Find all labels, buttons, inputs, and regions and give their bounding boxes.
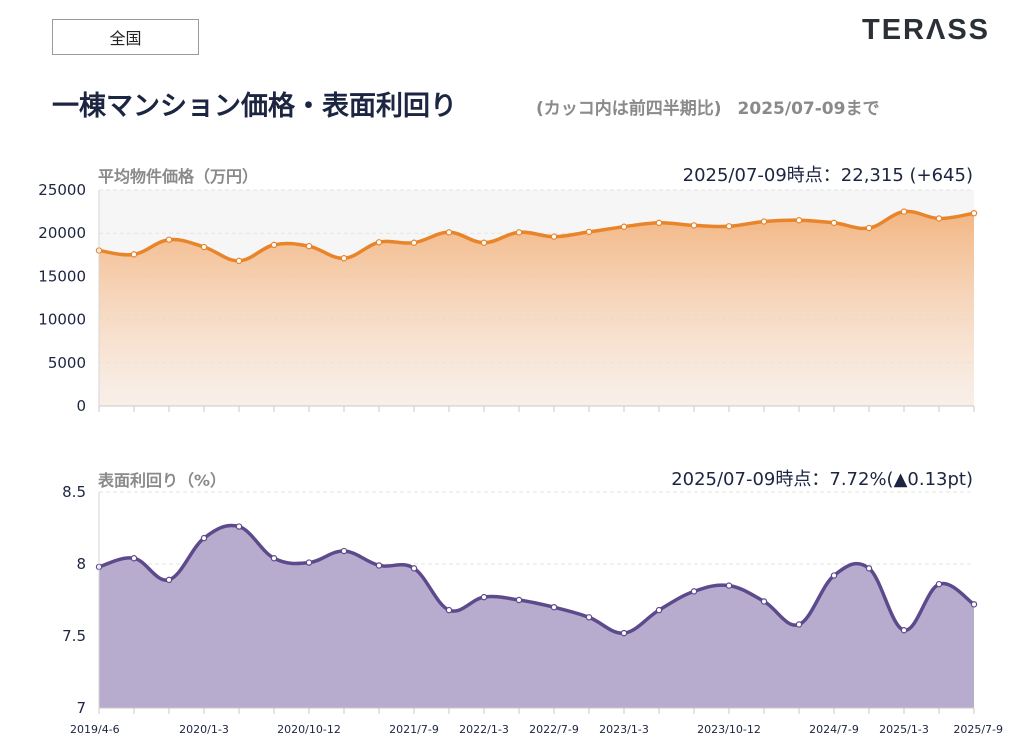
price-data-point — [305, 242, 313, 250]
yield-x-tick-label: 2020/10-12 — [277, 723, 341, 736]
price-data-point — [200, 243, 208, 251]
yield-x-tick-label: 2019/4-6 — [70, 723, 120, 736]
yield-points — [95, 523, 978, 637]
yield-x-tick-label: 2024/7-9 — [809, 723, 859, 736]
price-data-point — [235, 257, 243, 265]
subtitle-note: (カッコ内は前四半期比) — [536, 99, 722, 119]
yield-x-tick-label: 2025/7-9 — [953, 723, 1003, 736]
yield-x-tick-label: 2021/7-9 — [389, 723, 439, 736]
price-y-tick-label: 5000 — [48, 354, 86, 372]
price-data-point — [375, 239, 383, 246]
yield-data-point — [725, 582, 733, 589]
price-data-point — [480, 239, 488, 246]
price-data-point — [690, 222, 698, 229]
price-data-point — [900, 208, 908, 215]
yield-x-tick-label: 2025/1-3 — [879, 723, 929, 736]
yield-data-point — [935, 580, 943, 588]
yield-data-point — [690, 588, 698, 595]
price-y-tick-label: 10000 — [38, 311, 86, 329]
price-data-point — [165, 236, 173, 243]
yield-y-tick-label: 7.5 — [62, 627, 86, 645]
yield-x-tick-label: 2022/7-9 — [529, 723, 579, 736]
price-data-point — [445, 229, 453, 236]
yield-data-point — [480, 593, 488, 601]
yield-data-point — [445, 606, 453, 614]
yield-x-labels: 2019/4-6 2020/1-3 2020/10-12 2021/7-9 2022/1… — [70, 723, 1003, 736]
yield-data-point — [970, 601, 978, 608]
subtitle-date: 2025/07-09まで — [737, 99, 880, 119]
yield-data-point — [235, 523, 243, 530]
page-subtitle: (カッコ内は前四半期比) 2025/07-09まで — [536, 94, 879, 119]
price-points — [95, 208, 978, 265]
price-y-tick-label: 25000 — [38, 181, 86, 199]
price-data-point — [515, 229, 523, 236]
price-y-tick-label: 15000 — [38, 267, 86, 285]
yield-chart-title: 表面利回り（%） — [98, 471, 227, 490]
yield-data-point — [865, 565, 873, 572]
yield-data-point — [340, 547, 348, 555]
yield-data-point — [655, 606, 663, 614]
yield-y-tick-label: 8.5 — [62, 483, 86, 501]
yield-data-point — [165, 576, 173, 584]
yield-data-point — [305, 559, 313, 566]
price-data-point — [550, 233, 558, 240]
price-data-point — [270, 241, 278, 249]
price-y-axis: 25000 20000 15000 10000 5000 0 — [38, 181, 86, 415]
yield-x-axis — [98, 492, 975, 714]
price-data-point — [410, 239, 418, 246]
yield-y-axis: 8.5 8 7.5 7 — [62, 483, 86, 717]
terass-logo: TERΛSS — [862, 14, 991, 46]
yield-x-tick-label: 2022/1-3 — [459, 723, 509, 736]
price-data-point — [130, 251, 138, 258]
yield-data-point — [795, 621, 803, 628]
price-y-tick-label: 0 — [76, 397, 86, 415]
price-data-point — [935, 215, 943, 222]
yield-data-point — [515, 596, 523, 604]
price-data-point — [725, 223, 733, 230]
yield-data-point — [130, 555, 138, 562]
price-data-point — [620, 223, 628, 230]
yield-y-tick-label: 8 — [76, 555, 86, 573]
yield-data-point — [270, 555, 278, 562]
price-data-point — [340, 255, 348, 262]
yield-data-point — [585, 614, 593, 621]
price-area — [99, 211, 974, 406]
yield-y-tick-label: 7 — [76, 699, 86, 717]
page-title: 一棟マンション価格・表面利回り — [52, 91, 457, 122]
yield-data-point — [200, 534, 208, 542]
yield-chart-summary: 2025/07-09時点：7.72%(▲0.13pt) — [671, 469, 973, 490]
price-chart-title: 平均物件価格（万円） — [98, 167, 259, 186]
yield-x-tick-label: 2020/1-3 — [179, 723, 229, 736]
price-data-point — [795, 217, 803, 224]
price-data-point — [585, 228, 593, 236]
price-data-point — [865, 224, 873, 232]
yield-x-tick-label: 2023/1-3 — [599, 723, 649, 736]
yield-data-point — [760, 598, 768, 605]
price-data-point — [655, 219, 663, 227]
yield-area — [99, 525, 974, 708]
yield-data-point — [900, 627, 908, 634]
yield-data-point — [550, 604, 558, 611]
yield-data-point — [620, 629, 628, 637]
yield-data-point — [410, 565, 418, 572]
yield-x-tick-label: 2023/10-12 — [697, 723, 761, 736]
price-data-point — [970, 209, 978, 217]
region-selector[interactable]: 全国 — [52, 19, 199, 55]
price-data-point — [830, 219, 838, 227]
yield-data-point — [830, 572, 838, 579]
yield-data-point — [375, 562, 383, 569]
price-chart-summary: 2025/07-09時点：22,315 (+645) — [682, 165, 973, 186]
price-y-tick-label: 20000 — [38, 224, 86, 242]
price-x-axis — [98, 190, 975, 412]
price-data-point — [760, 218, 768, 225]
